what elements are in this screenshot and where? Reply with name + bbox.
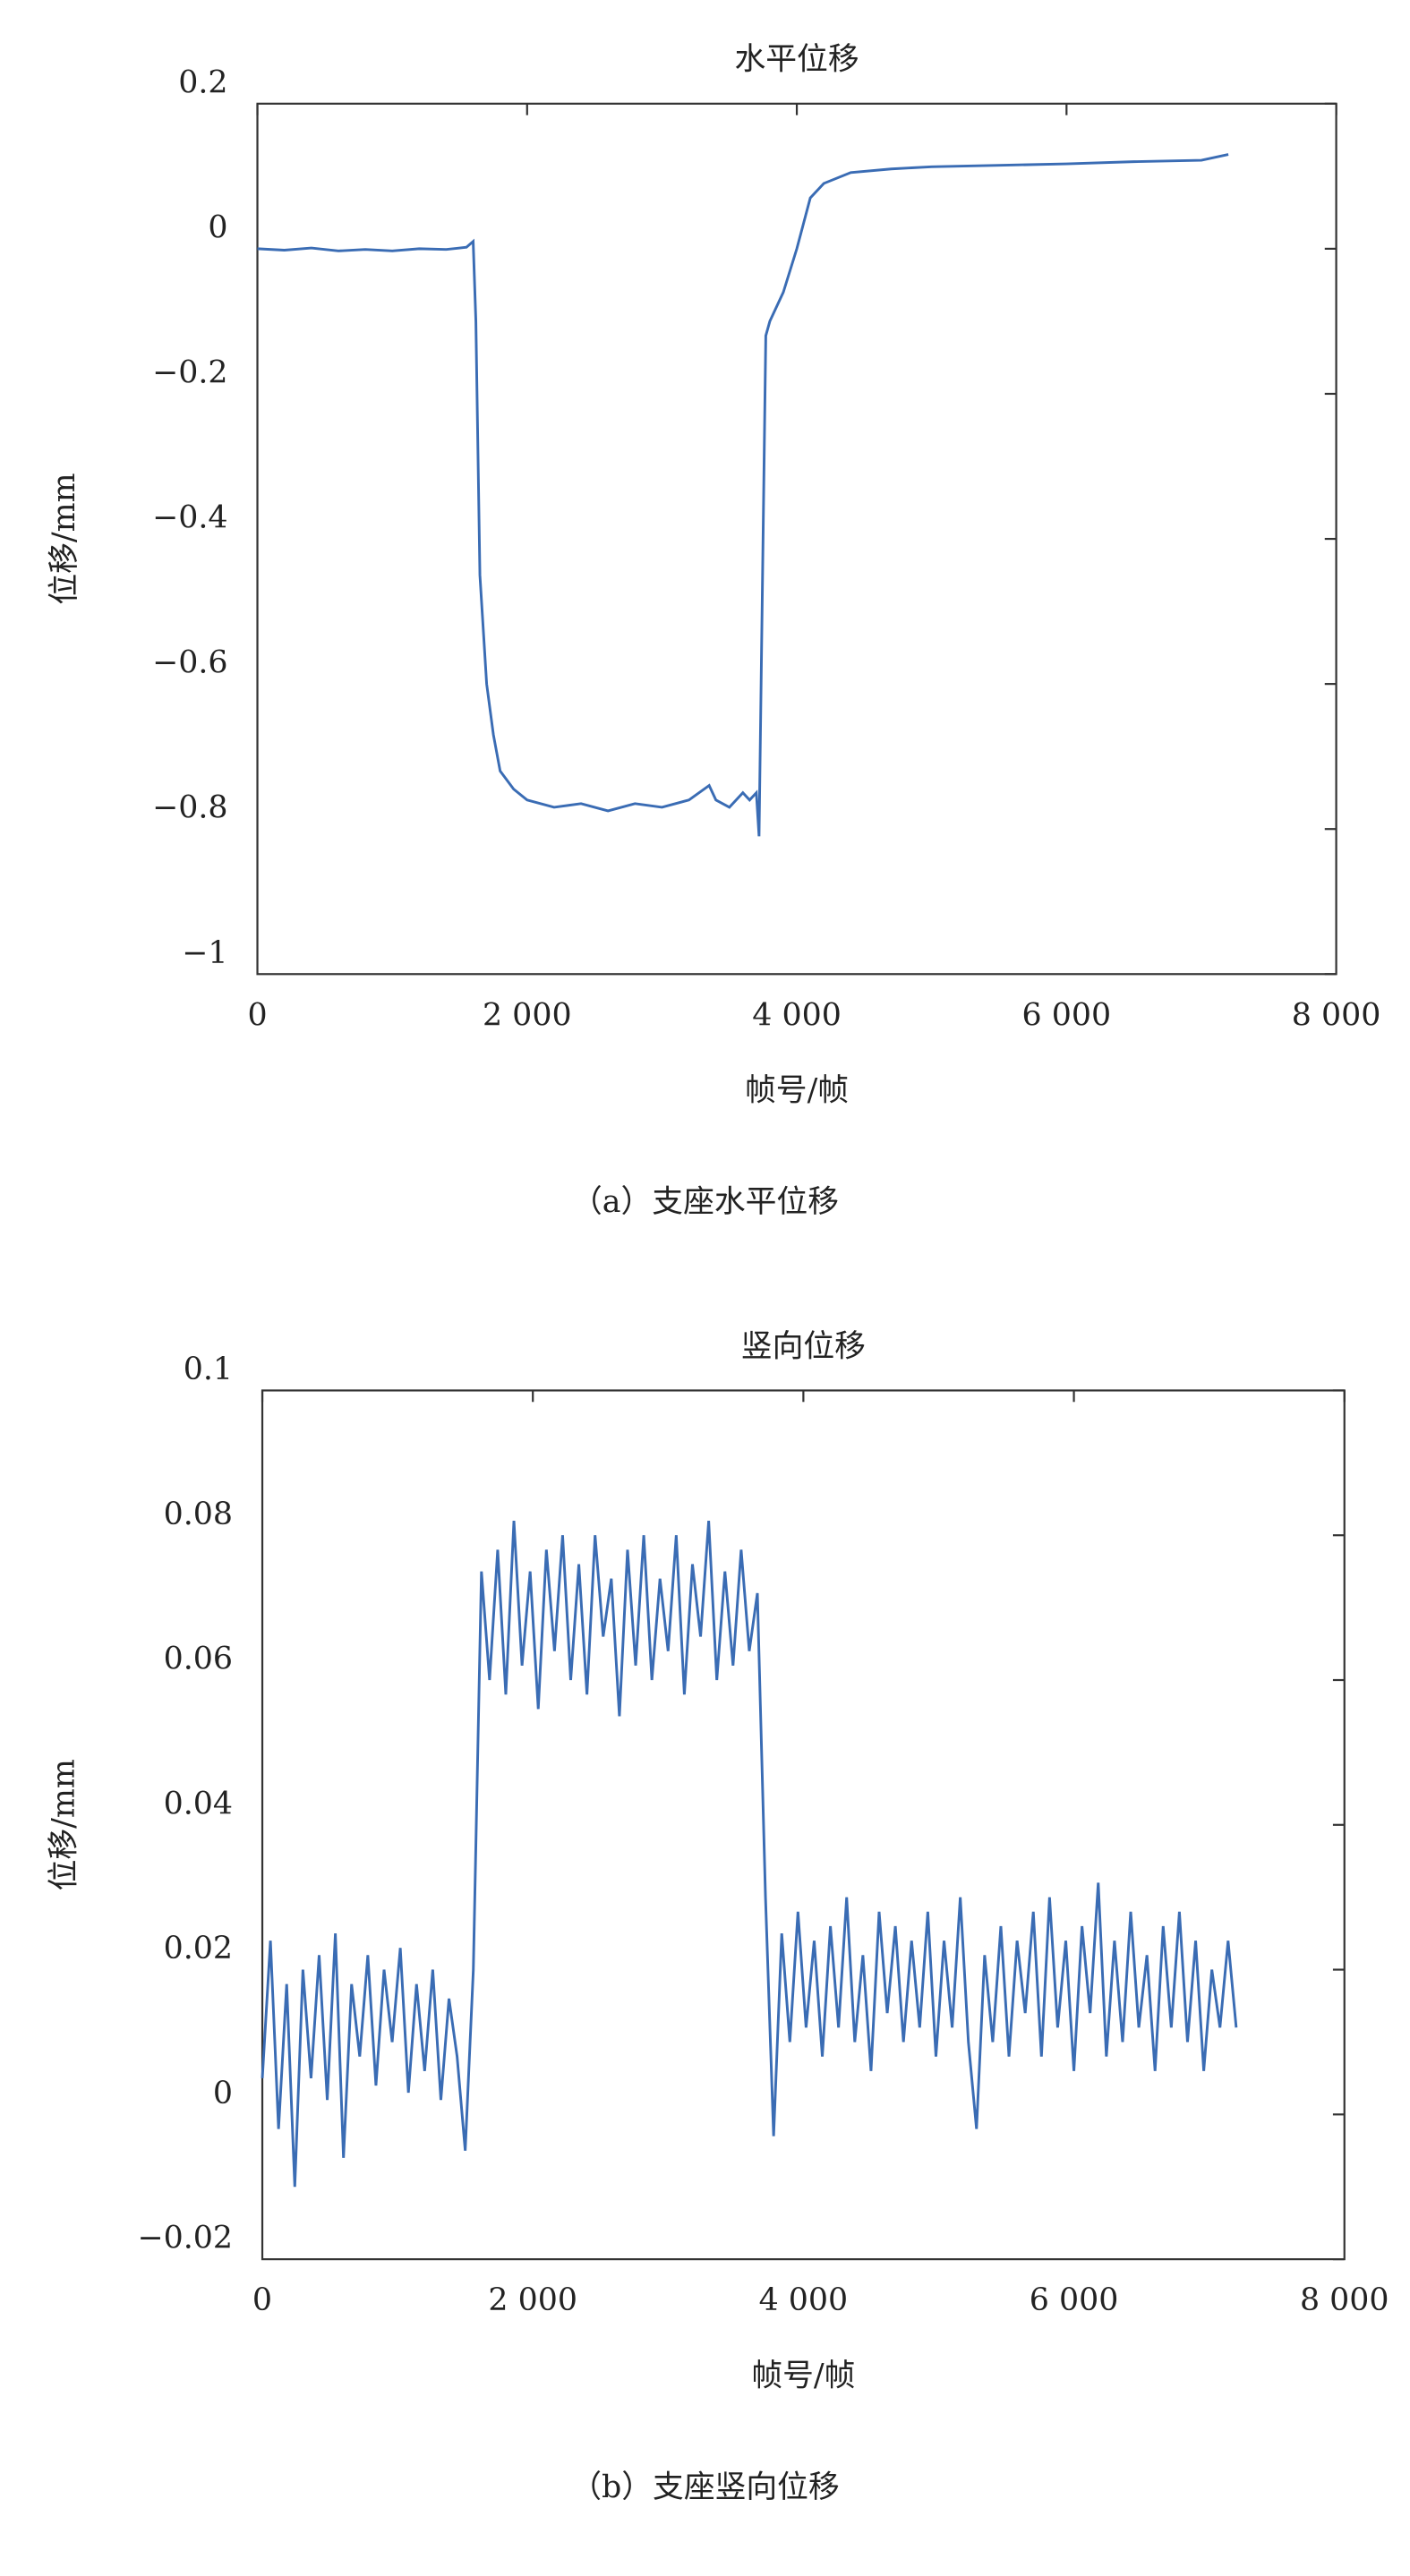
x-axis-label: 帧号/帧 (751, 2358, 855, 2393)
plot-frame (256, 102, 1337, 976)
x-tick-label: 4 000 (752, 997, 842, 1033)
y-tick-label: −0.02 (137, 2221, 233, 2256)
y-tick-label: 0.06 (164, 1642, 233, 1677)
y-tick-label: 0.08 (164, 1497, 233, 1532)
y-tick-label: −0.4 (152, 500, 227, 536)
x-tick-label: 8 000 (1292, 997, 1381, 1033)
x-tick-label: 6 000 (1022, 997, 1112, 1033)
x-tick-label: 4 000 (759, 2282, 849, 2318)
caption: （a）支座水平位移 (571, 1184, 839, 1220)
y-axis-label: 位移/mm (47, 473, 82, 604)
chart-title: 水平位移 (734, 42, 859, 78)
data-line (261, 1520, 1238, 2188)
caption: （b）支座竖向位移 (570, 2469, 840, 2505)
y-tick-label: 0 (213, 2076, 233, 2111)
y-tick-label: 0 (208, 209, 227, 245)
x-tick-label: 6 000 (1030, 2282, 1119, 2318)
x-tick-label: 0 (252, 2282, 272, 2318)
y-tick-label: −0.2 (152, 354, 227, 390)
x-tick-label: 0 (247, 997, 267, 1033)
y-axis-label: 位移/mm (47, 1759, 82, 1890)
x-tick-label: 8 000 (1300, 2282, 1389, 2318)
y-tick-label: 0.02 (164, 1931, 233, 1966)
data-line (257, 153, 1229, 837)
y-tick-label: −0.6 (152, 645, 227, 681)
chart-title: 竖向位移 (741, 1328, 866, 1364)
x-axis-label: 帧号/帧 (745, 1073, 849, 1109)
y-tick-label: 0.04 (164, 1786, 233, 1821)
y-tick-label: −1 (182, 935, 227, 971)
y-tick-label: −0.8 (152, 790, 227, 826)
plot-frame (261, 1389, 1346, 2261)
y-tick-label: 0.2 (178, 64, 227, 100)
x-tick-label: 2 000 (488, 2282, 577, 2318)
x-tick-label: 2 000 (483, 997, 572, 1033)
y-tick-label: 0.1 (184, 1352, 233, 1387)
